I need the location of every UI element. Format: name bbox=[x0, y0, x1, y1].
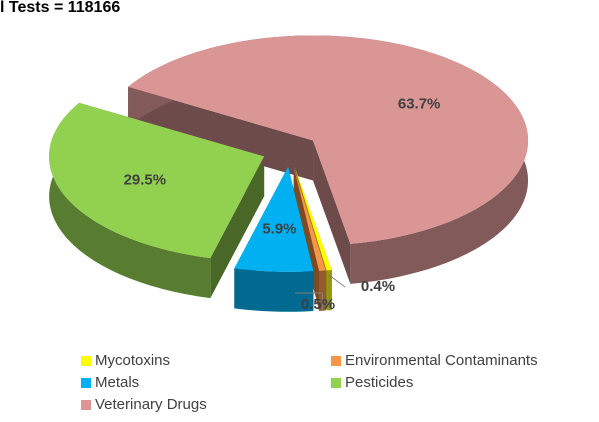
legend-swatch bbox=[81, 378, 91, 388]
slice-wall bbox=[319, 270, 326, 311]
slice bbox=[128, 35, 529, 244]
legend-label: Metals bbox=[95, 374, 139, 391]
slice-side bbox=[128, 86, 314, 181]
leader-line bbox=[295, 292, 323, 311]
legend-swatch bbox=[331, 356, 341, 366]
slice bbox=[234, 166, 314, 272]
data-label: 63.7% bbox=[398, 96, 441, 113]
legend-swatch bbox=[81, 400, 91, 410]
slice bbox=[294, 166, 332, 271]
leader-line bbox=[328, 273, 346, 311]
legend-label: Environmental Contaminants bbox=[345, 352, 538, 369]
legend-swatch bbox=[331, 378, 341, 388]
data-label: 0.5% bbox=[301, 296, 335, 313]
data-label: 0.4% bbox=[361, 278, 395, 295]
legend-swatch bbox=[81, 356, 91, 366]
slice bbox=[293, 166, 326, 271]
legend-label: Mycotoxins bbox=[95, 352, 170, 369]
slice-wall bbox=[234, 268, 314, 312]
slice-wall bbox=[49, 102, 211, 299]
legend-label: Pesticides bbox=[345, 374, 413, 391]
slice bbox=[49, 102, 265, 259]
data-label: 29.5% bbox=[124, 171, 167, 188]
slice-side bbox=[313, 140, 351, 284]
legend-label: Veterinary Drugs bbox=[95, 396, 207, 413]
chart-title: l Tests = 118166 bbox=[0, 0, 120, 16]
tops bbox=[49, 35, 529, 272]
data-label: 5.9% bbox=[262, 221, 296, 238]
